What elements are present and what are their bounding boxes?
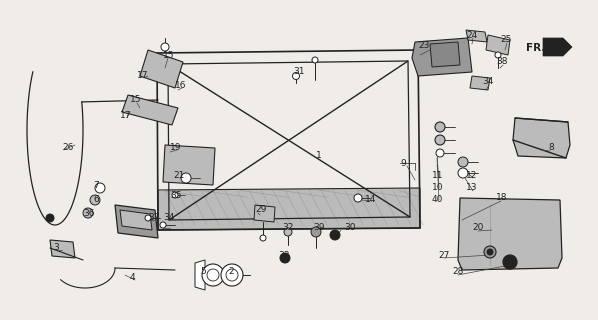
Text: 38: 38 [496,58,508,67]
Circle shape [495,52,501,58]
Polygon shape [163,145,215,185]
Circle shape [487,249,493,255]
Polygon shape [466,30,487,42]
Text: 31: 31 [293,68,304,76]
Text: 18: 18 [496,194,508,203]
Polygon shape [50,240,75,258]
Polygon shape [254,205,275,222]
Text: 23: 23 [418,41,429,50]
Circle shape [284,228,292,236]
Text: 3: 3 [53,244,59,252]
Polygon shape [120,210,152,230]
Text: 27: 27 [438,251,449,260]
Circle shape [90,195,100,205]
Polygon shape [543,38,572,56]
Text: 17: 17 [120,110,132,119]
Text: 5: 5 [200,267,206,276]
Circle shape [145,215,151,221]
Text: 19: 19 [170,143,182,153]
Circle shape [458,157,468,167]
Text: 9: 9 [400,158,406,167]
Circle shape [436,149,444,157]
Circle shape [202,264,224,286]
Text: 29: 29 [255,205,266,214]
Circle shape [221,264,243,286]
Circle shape [458,168,468,178]
Text: 40: 40 [432,196,443,204]
Circle shape [435,122,445,132]
Polygon shape [122,95,178,125]
Text: 11: 11 [432,171,444,180]
Text: 28: 28 [452,268,463,276]
Text: 30: 30 [344,223,355,233]
Text: 17: 17 [137,70,148,79]
Text: 20: 20 [472,223,483,233]
Text: 33: 33 [278,251,289,260]
Text: 8: 8 [548,143,554,153]
Circle shape [95,183,105,193]
Text: 12: 12 [466,171,477,180]
Text: 36: 36 [83,209,94,218]
Circle shape [83,208,93,218]
Polygon shape [486,35,510,55]
Circle shape [312,57,318,63]
Circle shape [484,246,496,258]
Text: 1: 1 [316,150,322,159]
Text: 4: 4 [130,274,136,283]
Text: 34: 34 [163,213,175,222]
Text: 24: 24 [466,30,477,39]
Circle shape [172,192,178,198]
Text: 26: 26 [62,143,74,153]
Circle shape [207,269,219,281]
Text: 13: 13 [466,183,477,193]
Text: 2: 2 [228,267,234,276]
Text: FR.: FR. [526,43,545,53]
Text: 32: 32 [282,223,294,233]
Polygon shape [513,118,570,158]
Text: 21: 21 [173,171,184,180]
Polygon shape [115,205,158,238]
Text: 10: 10 [432,182,444,191]
Polygon shape [412,38,472,76]
Text: 15: 15 [163,51,175,60]
Circle shape [435,135,445,145]
Circle shape [161,43,169,51]
Circle shape [354,194,362,202]
Circle shape [160,222,166,228]
Text: 14: 14 [365,196,376,204]
Text: 25: 25 [500,36,511,44]
Text: 35: 35 [170,190,182,199]
Circle shape [503,255,517,269]
Circle shape [292,73,300,79]
Circle shape [311,227,321,237]
Polygon shape [158,188,420,230]
Text: 15: 15 [130,95,142,105]
Text: 6: 6 [93,196,99,204]
Polygon shape [140,50,183,88]
Text: 39: 39 [313,223,325,233]
Polygon shape [458,198,562,270]
Polygon shape [195,260,205,290]
Circle shape [181,173,191,183]
Circle shape [46,214,54,222]
Circle shape [330,230,340,240]
Text: 34: 34 [482,77,493,86]
Text: 16: 16 [175,81,187,90]
Circle shape [226,269,238,281]
Text: 7: 7 [93,180,99,189]
Circle shape [280,253,290,263]
Circle shape [260,235,266,241]
Polygon shape [470,76,490,90]
Text: 37: 37 [148,213,160,222]
Polygon shape [430,42,460,67]
